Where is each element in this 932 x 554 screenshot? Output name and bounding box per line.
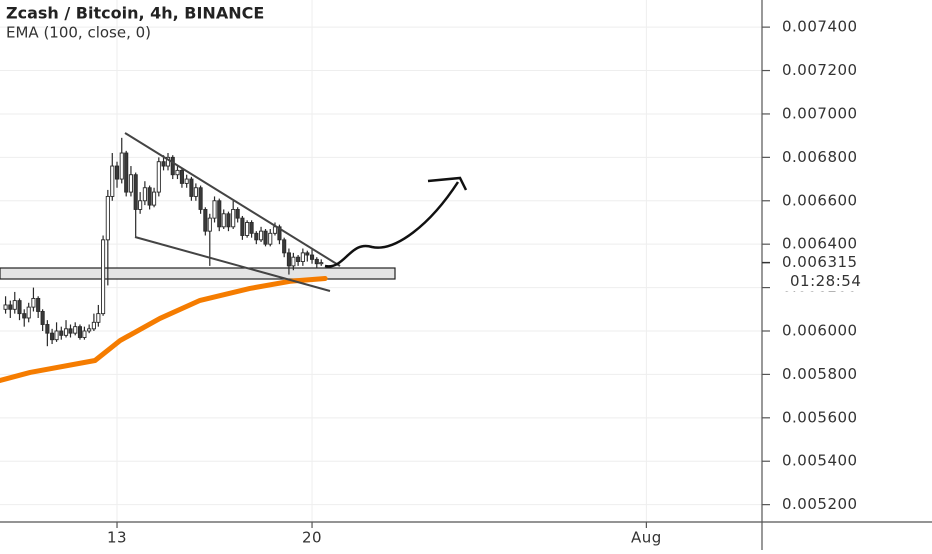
y-tick-label: 0.006600 (782, 191, 858, 209)
y-tick-label: 0.005200 (782, 495, 858, 513)
candle-body (189, 178, 194, 197)
price-label-box (780, 271, 930, 292)
candle-body (36, 297, 41, 312)
candle-body (96, 313, 101, 323)
candle-body (179, 169, 184, 184)
candle-body (3, 304, 8, 310)
candle-body (240, 217, 245, 236)
plot-area (0, 137, 328, 383)
candle-body (300, 252, 305, 262)
candle-body (54, 330, 59, 341)
candle-body (156, 161, 161, 193)
x-tick-label: 20 (302, 529, 322, 547)
arrow-head (427, 176, 468, 191)
candle-body (305, 252, 310, 256)
candle-body (175, 169, 180, 176)
x-tick-label: Aug (631, 529, 662, 547)
candle-body (291, 256, 296, 267)
candle-body (124, 152, 129, 193)
candle-body (268, 232, 273, 245)
candle-body (133, 174, 138, 210)
last-price-label: 0.006315 (782, 253, 858, 271)
y-tick-label: 0.005400 (782, 452, 858, 470)
candle-body (101, 239, 106, 315)
countdown-label: 01:28:54 (790, 272, 861, 290)
chart-title: Zcash / Bitcoin, 4h, BINANCE (6, 4, 264, 23)
candle-body (314, 258, 319, 265)
candle-body (128, 174, 133, 193)
candle-body (221, 213, 226, 228)
candle-body (45, 324, 50, 334)
trend-line (124, 132, 341, 267)
ema-line (0, 275, 328, 383)
candle-body (170, 156, 175, 176)
y-tick-label: 0.007400 (782, 18, 858, 36)
y-tick-label: 0.006800 (782, 148, 858, 166)
y-tick-label: 0.006400 (782, 235, 858, 253)
candle-body (110, 165, 115, 197)
candle-body (152, 191, 157, 206)
y-tick-label: 0.006000 (782, 321, 858, 339)
y-tick-label: 0.005800 (782, 365, 858, 383)
legend-entry: EMA (100, close, 0) (6, 24, 151, 42)
candle-body (245, 222, 250, 236)
candle-body (249, 222, 254, 234)
y-tick-label: 0.007000 (782, 104, 858, 122)
candle-body (50, 332, 55, 341)
candle-body (17, 300, 22, 315)
candle-body (161, 161, 166, 167)
candle-body (26, 306, 31, 319)
candle-body (254, 232, 259, 241)
candle-body (207, 217, 212, 232)
candle-body (282, 239, 287, 254)
candle-body (277, 226, 282, 241)
candle-body (40, 311, 45, 325)
candle-body (68, 328, 73, 334)
candle-body (8, 304, 13, 310)
candle-body (77, 326, 83, 338)
trend-line (134, 236, 331, 292)
candle-body (193, 187, 198, 197)
candle-body (184, 178, 189, 184)
candle-body (87, 328, 92, 332)
candle-body (12, 300, 17, 310)
candle-body (59, 330, 64, 336)
x-tick-label: 13 (107, 529, 127, 547)
candle-body (286, 252, 291, 267)
candle-body (138, 200, 143, 210)
candle-body (272, 226, 278, 234)
candle-body (235, 209, 240, 219)
support-box (0, 267, 396, 280)
candle-body (226, 213, 231, 228)
y-tick-label: 0.007200 (782, 61, 858, 79)
candle-body (105, 195, 110, 241)
candle-body (91, 321, 96, 330)
candle-body (63, 328, 69, 336)
candle-body (231, 209, 236, 228)
y-tick-label: 0.005600 (782, 408, 858, 426)
candle-body (147, 187, 152, 206)
candle-body (217, 200, 222, 228)
candle-body (22, 313, 27, 319)
candle-body (259, 230, 264, 241)
candle-body (114, 165, 120, 180)
candle-body (142, 187, 147, 202)
candle-body (119, 152, 124, 180)
candle-body (73, 326, 78, 334)
candle-body (198, 187, 203, 210)
candle-body (263, 230, 268, 245)
candle-body (203, 209, 208, 232)
candle-body (31, 297, 36, 308)
projection-arrow (324, 181, 460, 268)
candle-body (82, 330, 87, 338)
candle-body (309, 254, 315, 260)
candle-body (212, 200, 217, 219)
candle-body (296, 256, 301, 262)
candle-body (319, 262, 324, 265)
